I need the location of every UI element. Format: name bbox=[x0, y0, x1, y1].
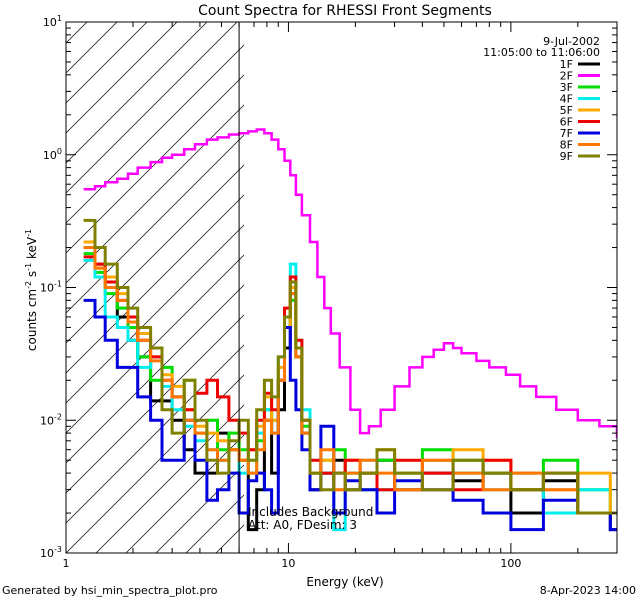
axis-ticks bbox=[65, 21, 618, 554]
legend-label: 1F bbox=[560, 58, 573, 71]
legend-label: 8F bbox=[560, 139, 573, 152]
series-7F bbox=[83, 298, 617, 532]
hatch-line bbox=[306, 0, 640, 553]
hatch-line bbox=[0, 0, 96, 553]
y-axis-label: counts cm-2 s-1 keV-1 bbox=[24, 229, 39, 351]
hatch-line bbox=[66, 22, 238, 194]
chart-title: Count Spectra for RHESSI Front Segments bbox=[198, 3, 492, 19]
y-tick-label: 10-2 bbox=[40, 412, 62, 427]
hatch-line bbox=[66, 344, 244, 524]
hatch-line bbox=[66, 22, 178, 134]
legend-label: 9F bbox=[560, 150, 573, 163]
x-tick-label: 10 bbox=[281, 557, 295, 570]
legend-label: 5F bbox=[560, 104, 573, 117]
hatch-line bbox=[95, 404, 244, 553]
legend-label: 3F bbox=[560, 81, 573, 94]
x-tick-labels: 1 10 100 bbox=[63, 557, 522, 570]
legend-label: 7F bbox=[560, 127, 573, 140]
hatch-line bbox=[125, 434, 244, 553]
series-8F bbox=[83, 246, 617, 515]
y-tick-label: 101 bbox=[43, 14, 62, 29]
y-tick-labels: 10-3 10-2 10-1 100 101 bbox=[40, 14, 62, 560]
y-tick-label: 10-3 bbox=[40, 545, 62, 560]
hatch-line bbox=[276, 0, 640, 553]
series-layer bbox=[83, 128, 617, 532]
hatch-line bbox=[66, 134, 244, 314]
time-range-label: 11:05:00 to 11:06:00 bbox=[483, 46, 600, 59]
legend-label: 6F bbox=[560, 116, 573, 129]
hatch-line bbox=[246, 0, 640, 553]
hatch-line bbox=[66, 22, 118, 74]
annotation-attenuator: Att: A0, FDesim: 3 bbox=[248, 518, 357, 532]
x-tick-label: 1 bbox=[63, 557, 70, 570]
y-tick-label: 10-1 bbox=[40, 280, 62, 295]
legend-label: 2F bbox=[560, 70, 573, 83]
y-tick-label: 100 bbox=[43, 147, 62, 162]
footer-timestamp: 8-Apr-2023 14:00 bbox=[540, 584, 636, 597]
hatch-line bbox=[396, 0, 640, 553]
hatch-line bbox=[366, 0, 640, 553]
hatch-line bbox=[66, 374, 244, 553]
series-9F bbox=[83, 218, 617, 515]
annotation-background: Includes Background bbox=[248, 505, 373, 519]
x-axis-label: Energy (keV) bbox=[306, 575, 383, 589]
hatch-line bbox=[66, 44, 244, 224]
hatch-line bbox=[66, 284, 244, 464]
hatch-line bbox=[66, 314, 244, 494]
legend-label: 4F bbox=[560, 93, 573, 106]
footer-generated-by: Generated by hsi_min_spectra_plot.pro bbox=[2, 584, 218, 597]
hatch-line bbox=[336, 0, 640, 553]
hatch-line bbox=[66, 164, 244, 344]
date-label: 9-Jul-2002 bbox=[543, 35, 600, 48]
hatch-line bbox=[66, 22, 148, 104]
hatch-line bbox=[66, 104, 244, 284]
hatch-line bbox=[66, 22, 208, 164]
x-tick-label: 100 bbox=[500, 557, 521, 570]
hatch-line bbox=[426, 0, 640, 553]
hatch-line bbox=[66, 194, 244, 374]
series-2F bbox=[83, 128, 617, 439]
hatch-line bbox=[66, 224, 244, 404]
